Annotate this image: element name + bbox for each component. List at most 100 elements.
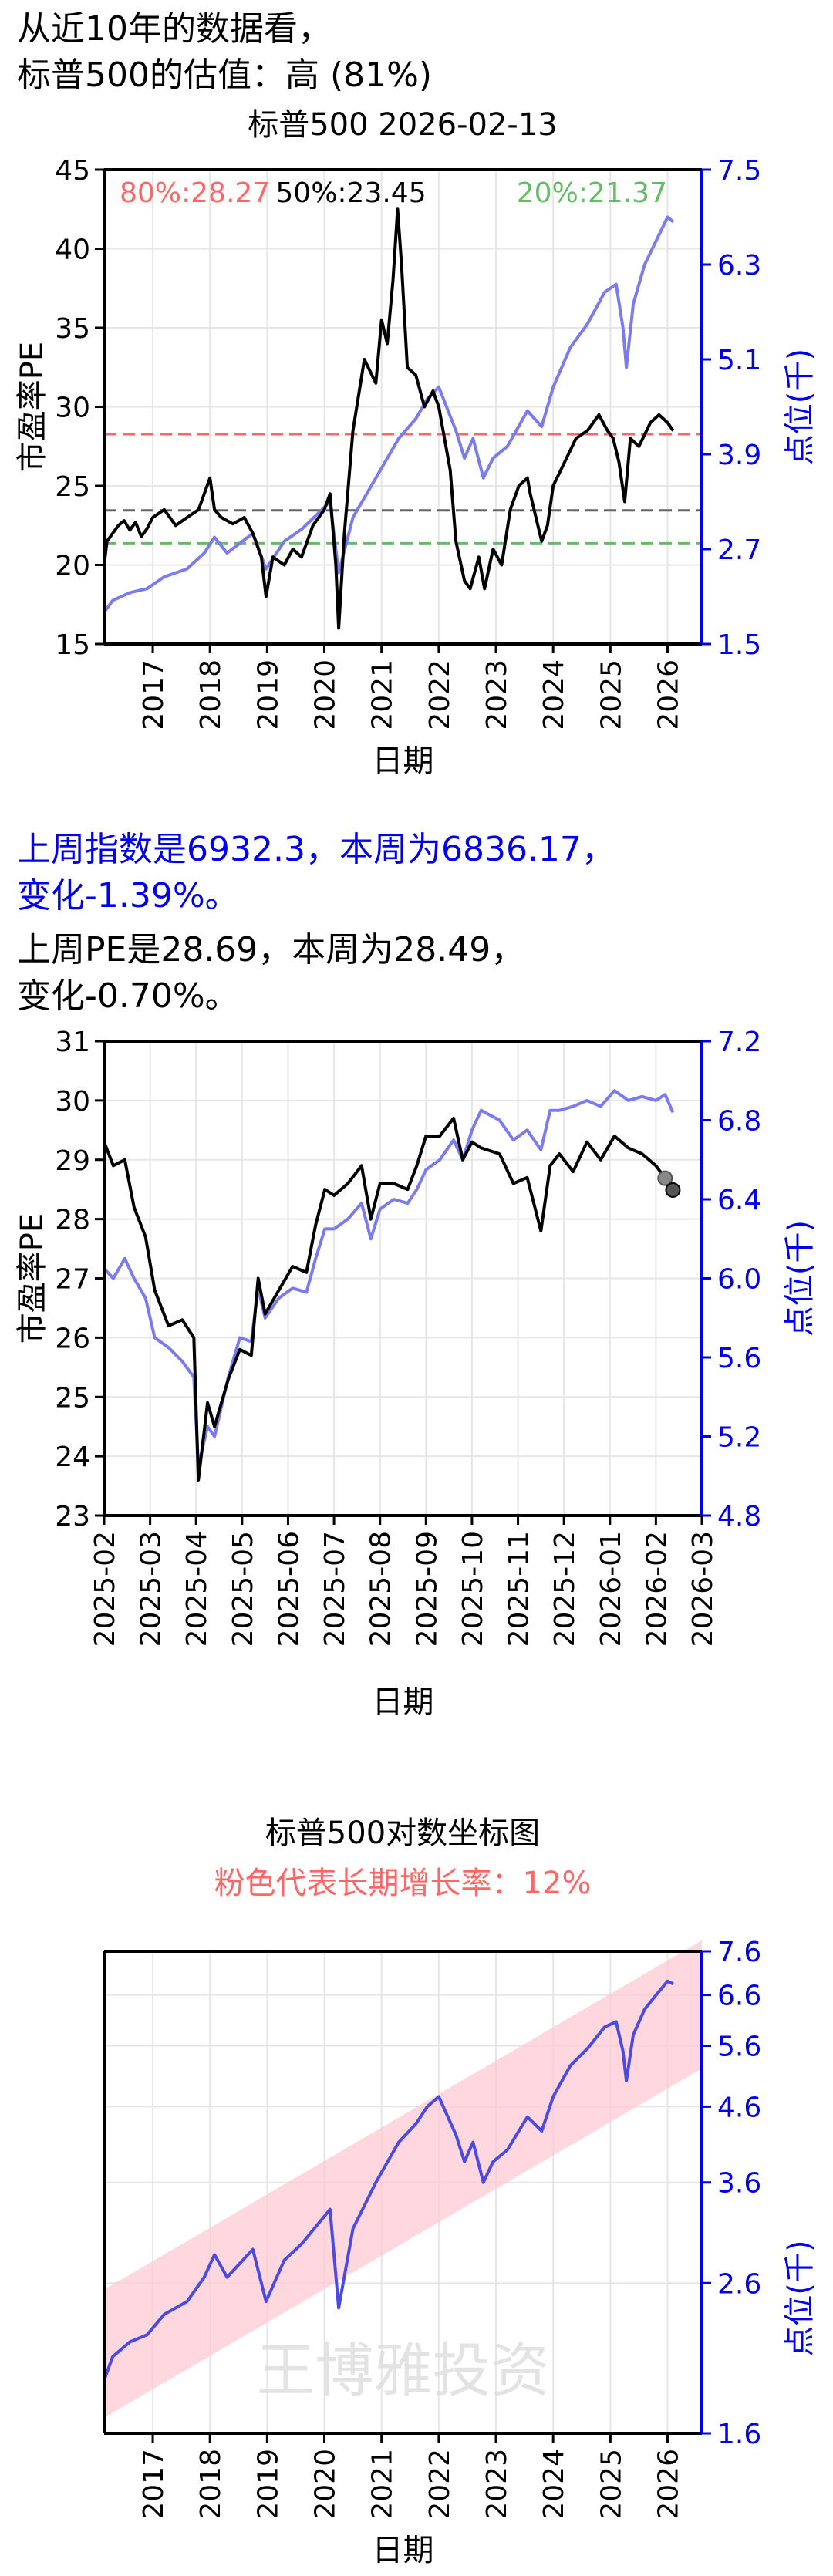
x-axis-label: 日期	[373, 1684, 434, 1720]
y-tick-label: 25	[55, 1382, 90, 1414]
y-right-tick-label: 6.3	[717, 250, 761, 282]
chart-subtitle: 粉色代表长期增长率：12%	[214, 1866, 592, 1901]
x-tick-label: 2018	[195, 2449, 227, 2520]
x-tick-label: 2025	[595, 2449, 627, 2520]
y-tick-label: 23	[55, 1501, 90, 1532]
y-axis-label: 市盈率PE	[15, 1213, 50, 1344]
x-tick-label: 2019	[252, 659, 284, 730]
x-tick-label: 2026-02	[641, 1531, 673, 1647]
x-tick-label: 2025-07	[319, 1531, 351, 1647]
percentile-label-2: 20%:21.37	[517, 177, 667, 209]
y-tick-label: 45	[55, 155, 90, 187]
y-right-tick-label: 2.7	[717, 534, 761, 566]
x-tick-label: 2020	[310, 2449, 342, 2520]
y-right-tick-label: 1.6	[717, 2419, 761, 2450]
percentile-label-1: 50%:23.45	[275, 177, 426, 209]
x-tick-label: 2025-09	[411, 1531, 443, 1647]
y-right-tick-label: 7.2	[717, 1027, 761, 1058]
index-change-line-2: 变化-1.39%。	[17, 876, 239, 915]
y-tick-label: 20	[55, 551, 90, 582]
x-tick-label: 2022	[424, 659, 456, 730]
x-tick-label: 2025	[595, 659, 627, 730]
y-tick-label: 15	[55, 629, 90, 661]
y-right-axis-label: 点位(千)	[782, 349, 818, 465]
y-tick-label: 28	[55, 1205, 90, 1236]
x-tick-label: 2025-12	[549, 1531, 581, 1647]
x-tick-label: 2023	[481, 659, 513, 730]
y-right-tick-label: 4.6	[717, 2092, 761, 2123]
index-log-series-line	[103, 1979, 674, 2381]
percentile-label-0: 80%:28.27	[120, 177, 270, 209]
y-tick-label: 26	[55, 1323, 90, 1354]
y-axis-label: 市盈率PE	[15, 342, 50, 472]
header-line-1: 从近10年的数据看，	[17, 9, 332, 49]
chart-title: 标普500 2026-02-13	[248, 107, 558, 143]
x-axis-label: 日期	[373, 743, 434, 779]
x-tick-label: 2017	[138, 659, 170, 730]
y-tick-label: 30	[55, 393, 90, 424]
last-week-marker	[657, 1170, 673, 1186]
x-tick-label: 2025-11	[504, 1531, 535, 1647]
y-tick-label: 30	[55, 1086, 90, 1118]
y-right-tick-label: 1.5	[717, 629, 761, 661]
x-tick-label: 2019	[252, 2449, 284, 2520]
pe-change-line-2: 变化-0.70%。	[17, 976, 239, 1016]
y-right-tick-label: 5.2	[717, 1422, 761, 1454]
y-tick-label: 27	[55, 1264, 90, 1296]
y-right-tick-label: 5.6	[717, 1343, 761, 1374]
y-right-tick-label: 5.6	[717, 2031, 761, 2062]
x-tick-label: 2026	[653, 659, 685, 730]
x-tick-label: 2025-05	[228, 1531, 259, 1647]
y-right-tick-label: 7.5	[717, 155, 761, 187]
growth-band	[104, 1940, 702, 2418]
y-right-tick-label: 4.8	[717, 1501, 761, 1532]
y-tick-label: 35	[55, 313, 90, 345]
x-tick-label: 2017	[138, 2449, 170, 2520]
y-tick-label: 29	[55, 1145, 90, 1177]
watermark-text: 王博雅投资	[257, 2336, 550, 2405]
pe-change-line-1: 上周PE是28.69，本周为28.49，	[17, 930, 525, 969]
pe-history-chart: 标普500 2026-02-13 80%:28.27 50%:23.45 20%:21…	[15, 107, 818, 779]
pe-series-line	[103, 1116, 675, 1482]
x-tick-label: 2025-04	[181, 1531, 213, 1647]
y-tick-label: 40	[55, 234, 90, 266]
x-tick-label: 2025-10	[457, 1531, 489, 1647]
chart-title: 标普500对数坐标图	[265, 1816, 540, 1851]
y-right-tick-label: 2.6	[717, 2268, 761, 2300]
pe-series-line	[103, 207, 675, 630]
this-week-marker	[665, 1182, 681, 1198]
x-axis-label: 日期	[373, 2533, 434, 2568]
x-tick-label: 2018	[195, 659, 227, 730]
x-tick-label: 2021	[367, 2449, 399, 2520]
x-tick-label: 2025-02	[89, 1531, 121, 1647]
x-tick-label: 2024	[538, 659, 570, 730]
x-tick-label: 2023	[481, 2449, 513, 2520]
x-tick-label: 2024	[538, 2449, 570, 2520]
y-right-tick-label: 5.1	[717, 345, 761, 376]
x-tick-label: 2025-03	[136, 1531, 167, 1647]
recent-pe-chart: 23 24 25 26 27 28 29 30 31 4.8 5.2 5.6 6.0 6.4 6.8 7.2 2…	[15, 1027, 818, 1720]
index-series-line	[103, 215, 675, 614]
x-tick-label: 2020	[310, 659, 342, 730]
y-right-tick-label: 6.6	[717, 1981, 761, 2012]
header-line-2: 标普500的估值：高 (81%)	[17, 56, 433, 95]
y-right-tick-label: 3.6	[717, 2168, 761, 2200]
y-right-tick-label: 6.0	[717, 1264, 761, 1296]
x-tick-label: 2026-01	[595, 1531, 627, 1647]
y-right-tick-label: 6.4	[717, 1185, 761, 1216]
y-tick-label: 25	[55, 471, 90, 503]
x-tick-label: 2026	[653, 2449, 685, 2520]
x-tick-label: 2025-08	[366, 1531, 397, 1647]
y-right-tick-label: 7.6	[717, 1937, 761, 1968]
y-right-axis-label: 点位(千)	[782, 2240, 818, 2356]
y-right-axis-label: 点位(千)	[782, 1220, 818, 1337]
y-tick-label: 24	[55, 1441, 90, 1473]
y-tick-label: 31	[55, 1027, 90, 1058]
x-tick-label: 2022	[424, 2449, 456, 2520]
x-tick-label: 2025-06	[273, 1531, 305, 1647]
y-right-tick-label: 6.8	[717, 1106, 761, 1138]
y-right-tick-label: 3.9	[717, 440, 761, 471]
x-tick-label: 2026-03	[687, 1531, 719, 1647]
x-tick-label: 2021	[367, 659, 399, 730]
